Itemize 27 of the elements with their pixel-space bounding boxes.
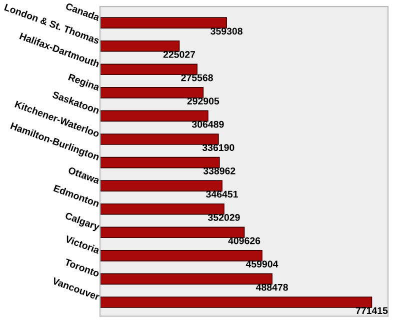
data-label: 336190 bbox=[202, 144, 234, 152]
bar bbox=[100, 250, 262, 262]
bar bbox=[100, 156, 220, 168]
bar bbox=[100, 110, 208, 122]
bar bbox=[100, 273, 272, 285]
data-label: 225027 bbox=[163, 51, 196, 58]
bar bbox=[100, 64, 198, 76]
bar bbox=[100, 180, 222, 192]
data-label: 338962 bbox=[203, 167, 236, 174]
bar bbox=[100, 203, 224, 215]
bar bbox=[100, 87, 204, 98]
bar bbox=[100, 134, 219, 145]
y-tick-label: Ottawa bbox=[68, 166, 100, 184]
data-label: 352029 bbox=[208, 214, 240, 221]
data-label: 275568 bbox=[181, 74, 213, 82]
data-label: 771415 bbox=[356, 307, 388, 314]
data-label: 306489 bbox=[192, 120, 224, 128]
bar bbox=[100, 296, 372, 308]
data-label: 359308 bbox=[210, 28, 242, 35]
data-label: 488478 bbox=[256, 284, 288, 291]
bar bbox=[100, 226, 245, 238]
data-label: 459904 bbox=[246, 260, 278, 268]
data-label: 409626 bbox=[228, 237, 260, 244]
bar bbox=[100, 17, 227, 28]
data-label: 292905 bbox=[187, 98, 220, 104]
bar bbox=[100, 40, 180, 52]
data-label: 346451 bbox=[206, 190, 238, 198]
